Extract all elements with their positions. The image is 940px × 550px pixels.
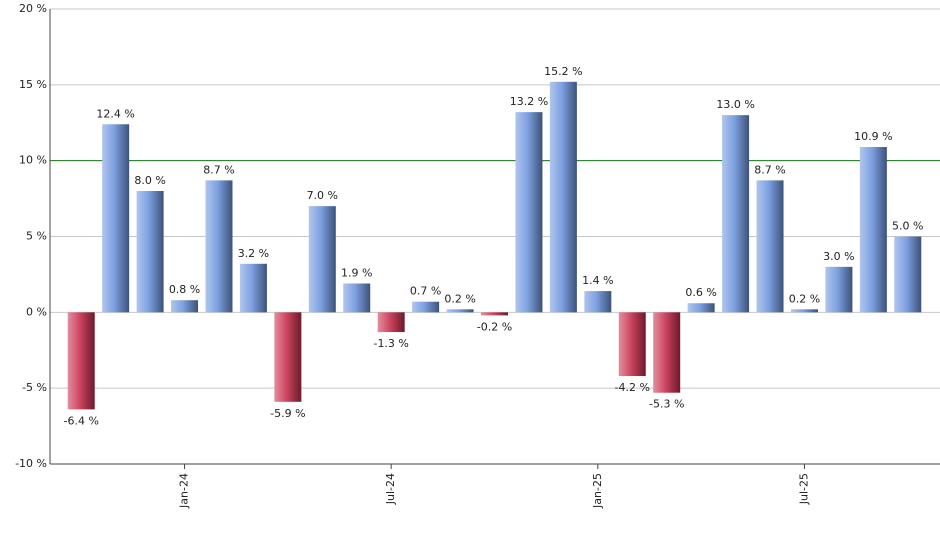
y-tick-label: 10 %	[19, 154, 47, 167]
bar	[825, 266, 853, 313]
bar	[67, 312, 95, 410]
y-tick-label: 0 %	[26, 305, 47, 318]
value-label: 5.0 %	[892, 220, 923, 233]
x-tick-label: Jan-25	[591, 473, 604, 509]
y-tick-label: 5 %	[26, 230, 47, 243]
y-tick-label: -5 %	[22, 381, 47, 394]
x-tick-label: Jan-24	[178, 473, 191, 509]
value-label: 0.8 %	[169, 283, 200, 296]
value-label: 13.0 %	[716, 98, 754, 111]
bar	[756, 180, 784, 313]
bar	[481, 312, 508, 316]
bar	[412, 301, 440, 313]
value-label: 8.7 %	[754, 163, 785, 176]
bar	[446, 309, 474, 313]
bar	[239, 263, 267, 313]
y-tick-label: 20 %	[19, 2, 47, 15]
value-label: 1.4 %	[582, 274, 613, 287]
bar	[377, 312, 405, 333]
value-label: -5.3 %	[649, 398, 684, 411]
bar	[515, 112, 543, 313]
bar	[102, 124, 130, 313]
x-tick-label: Jul-25	[797, 473, 810, 505]
value-label: -6.4 %	[64, 414, 99, 427]
value-label: 0.2 %	[789, 292, 820, 305]
value-label: 1.9 %	[341, 267, 372, 280]
bar	[894, 236, 922, 313]
value-label: 0.6 %	[685, 286, 716, 299]
value-label: 12.4 %	[96, 107, 134, 120]
x-tick-label: Jul-24	[384, 473, 397, 505]
bar	[205, 180, 233, 313]
value-label: 7.0 %	[307, 189, 338, 202]
value-label: -4.2 %	[615, 381, 650, 394]
bar	[136, 191, 164, 313]
y-tick-label: -10 %	[15, 457, 47, 470]
bar	[584, 291, 612, 313]
bar	[274, 312, 302, 402]
bar	[343, 283, 371, 313]
value-label: 13.2 %	[510, 95, 548, 108]
value-label: 0.7 %	[410, 285, 441, 298]
y-tick-label: 15 %	[19, 78, 47, 91]
value-label: 15.2 %	[544, 65, 582, 78]
bar	[171, 300, 199, 313]
bar	[549, 81, 577, 313]
value-label: 3.2 %	[238, 247, 269, 260]
bar	[687, 303, 715, 313]
value-label: -1.3 %	[373, 337, 408, 350]
bar	[722, 115, 750, 313]
value-label: 8.7 %	[203, 163, 234, 176]
bar	[790, 309, 818, 313]
value-label: 3.0 %	[823, 250, 854, 263]
value-label: -5.9 %	[270, 407, 305, 420]
bar	[859, 147, 887, 313]
bar	[618, 312, 646, 377]
value-label: 8.0 %	[134, 174, 165, 187]
value-label: 0.2 %	[444, 292, 475, 305]
bar	[308, 206, 336, 313]
value-label: 10.9 %	[854, 130, 892, 143]
bar	[653, 312, 681, 393]
value-label: -0.2 %	[477, 320, 512, 333]
